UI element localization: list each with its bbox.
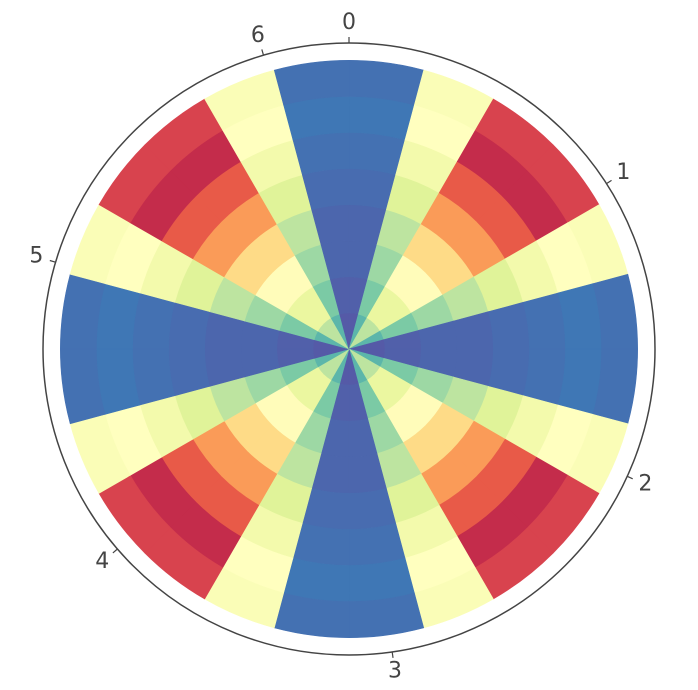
theta-tick-label: 0 <box>342 10 356 35</box>
heat-cell <box>292 522 350 566</box>
heat-cell <box>522 348 566 406</box>
theta-tick <box>112 548 118 554</box>
heat-cell <box>348 522 406 566</box>
theta-tick-label: 2 <box>638 472 652 497</box>
theta-tick <box>391 651 394 658</box>
theta-tick <box>606 179 612 185</box>
theta-tick-label: 1 <box>616 160 630 185</box>
theta-tick <box>261 49 265 56</box>
theta-tick-label: 5 <box>29 244 43 269</box>
heat-cell <box>132 292 176 350</box>
theta-tick-label: 4 <box>95 549 109 574</box>
theta-tick <box>626 475 633 480</box>
heat-cell <box>348 132 406 176</box>
theta-tick-label: 6 <box>251 23 265 48</box>
heat-cell <box>522 292 566 350</box>
heat-cell <box>273 60 350 106</box>
theta-tick-label: 3 <box>388 659 402 684</box>
heat-cell <box>292 132 350 176</box>
theta-tick <box>49 259 56 263</box>
heat-cell <box>132 348 176 406</box>
